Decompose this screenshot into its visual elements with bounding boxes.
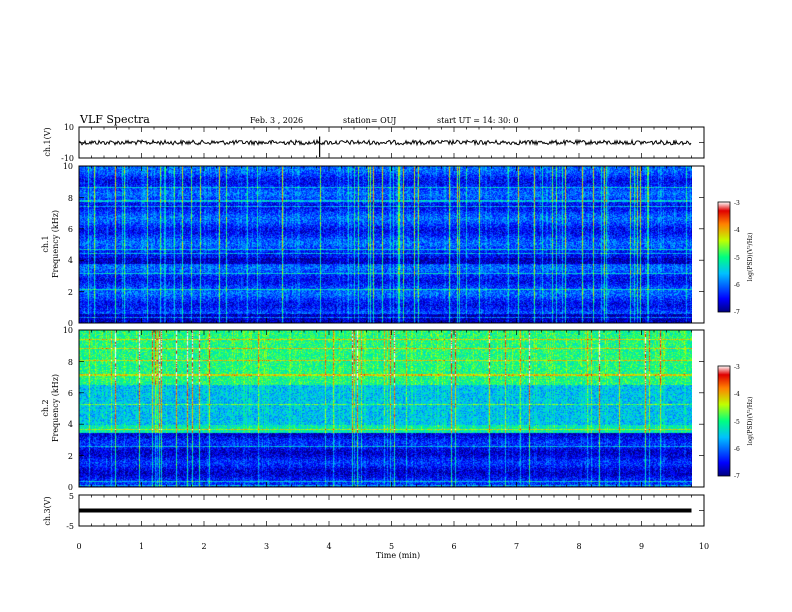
ch2-spectrogram-channel-label: ch.2 — [41, 399, 50, 416]
ch1-cbar-tick-m5: -5 — [734, 255, 740, 262]
ch1-ytick-10: 10 — [63, 162, 73, 171]
chart-title: VLF Spectra — [79, 113, 150, 126]
ch1-spectrogram-channel-label: ch.1 — [41, 235, 50, 252]
ch1-spectrogram-ytick-labels: 0 2 4 6 8 10 — [63, 162, 73, 328]
ch2-cbar-tick-m7: -7 — [734, 473, 740, 480]
x-axis-label: Time (min) — [376, 551, 420, 560]
xtick-7: 7 — [514, 542, 519, 551]
ch1-voltage-ylabel: ch.1(V) — [43, 127, 52, 156]
ch1-colorbar-label: log(PSD)(V²/Hz) — [747, 233, 754, 282]
ch1-voltage-ticks — [78, 126, 705, 159]
ch1-colorbar-gradient — [717, 201, 731, 313]
ch2-spectrogram-image — [79, 330, 704, 487]
ch1-ytick-8: 8 — [68, 194, 73, 203]
xtick-2: 2 — [201, 542, 206, 551]
ch1-voltage-ytick-bottom: -10 — [61, 154, 74, 163]
ch1-voltage-trace — [78, 138, 692, 147]
ch1-ytick-0: 0 — [68, 319, 73, 328]
ch3-voltage-ticks — [78, 494, 705, 527]
ch1-spectrogram-ticks — [78, 165, 705, 324]
xtick-1: 1 — [139, 542, 144, 551]
ch1-voltage-panel: 10 -10 ch.1(V) — [43, 123, 705, 163]
ch3-voltage-ytick-bottom: -5 — [66, 522, 74, 531]
ch2-spectrogram-panel: 0 2 4 6 8 10 ch.2 Frequency (kHz) — [41, 326, 705, 492]
xtick-5: 5 — [389, 542, 394, 551]
ch2-colorbar-label: log(PSD)(V²/Hz) — [747, 397, 754, 446]
ch2-colorbar-gradient — [717, 365, 731, 477]
xtick-10: 10 — [699, 542, 709, 551]
start-time-label: start UT = 14: 30: 0 — [437, 116, 518, 125]
xtick-9: 9 — [639, 542, 644, 551]
ch1-ytick-6: 6 — [68, 225, 73, 234]
x-axis: 0 1 2 3 4 5 6 7 8 9 10 Time (min) — [76, 542, 709, 560]
ch2-cbar-tick-m6: -6 — [734, 446, 740, 453]
ch1-spectrogram-ylabel: Frequency (kHz) — [51, 210, 60, 278]
ch1-cbar-tick-m3: -3 — [734, 200, 740, 207]
ch2-cbar-tick-m5: -5 — [734, 419, 740, 426]
ch2-spectrogram-ylabel: Frequency (kHz) — [51, 374, 60, 442]
ch2-cbar-tick-m4: -4 — [734, 391, 740, 398]
xtick-6: 6 — [451, 542, 456, 551]
ch2-ytick-6: 6 — [68, 389, 73, 398]
ch2-ytick-4: 4 — [68, 420, 73, 429]
ch1-colorbar: -3 -4 -5 -6 -7 log(PSD)(V²/Hz) — [717, 200, 754, 316]
ch2-ytick-10: 10 — [63, 326, 73, 335]
xtick-8: 8 — [576, 542, 581, 551]
ch3-voltage-ytick-top: 5 — [69, 492, 74, 501]
ch3-voltage-ylabel: ch.3(V) — [43, 496, 52, 525]
ch1-cbar-tick-m6: -6 — [734, 282, 740, 289]
xtick-0: 0 — [76, 542, 81, 551]
ch1-voltage-ytick-top: 10 — [64, 123, 74, 132]
date-label: Feb. 3 , 2026 — [250, 116, 303, 125]
ch2-colorbar: -3 -4 -5 -6 -7 log(PSD)(V²/Hz) — [717, 364, 754, 480]
ch2-spectrogram-raster — [79, 330, 692, 487]
ch1-spectrogram-panel: 0 2 4 6 8 10 ch.1 Frequency (kHz) — [41, 162, 705, 328]
ch3-voltage-trace — [79, 508, 692, 513]
ch1-spectrogram-raster — [79, 166, 692, 323]
ch1-ytick-2: 2 — [68, 288, 73, 297]
station-label: station= OUJ — [343, 116, 396, 125]
ch2-cbar-tick-m3: -3 — [734, 364, 740, 371]
ch1-spectrogram-image — [79, 166, 704, 323]
ch1-ytick-4: 4 — [68, 256, 73, 265]
xtick-3: 3 — [264, 542, 269, 551]
ch1-cbar-tick-m7: -7 — [734, 309, 740, 316]
ch2-spectrogram-ticks — [78, 329, 705, 488]
ch2-spectrogram-ytick-labels: 0 2 4 6 8 10 — [63, 326, 73, 492]
ch2-ytick-0: 0 — [68, 483, 73, 492]
ch2-ytick-8: 8 — [68, 358, 73, 367]
ch2-ytick-2: 2 — [68, 452, 73, 461]
xtick-4: 4 — [326, 542, 331, 551]
ch1-cbar-tick-m4: -4 — [734, 227, 740, 234]
ch3-voltage-panel: 5 -5 ch.3(V) — [43, 492, 705, 531]
